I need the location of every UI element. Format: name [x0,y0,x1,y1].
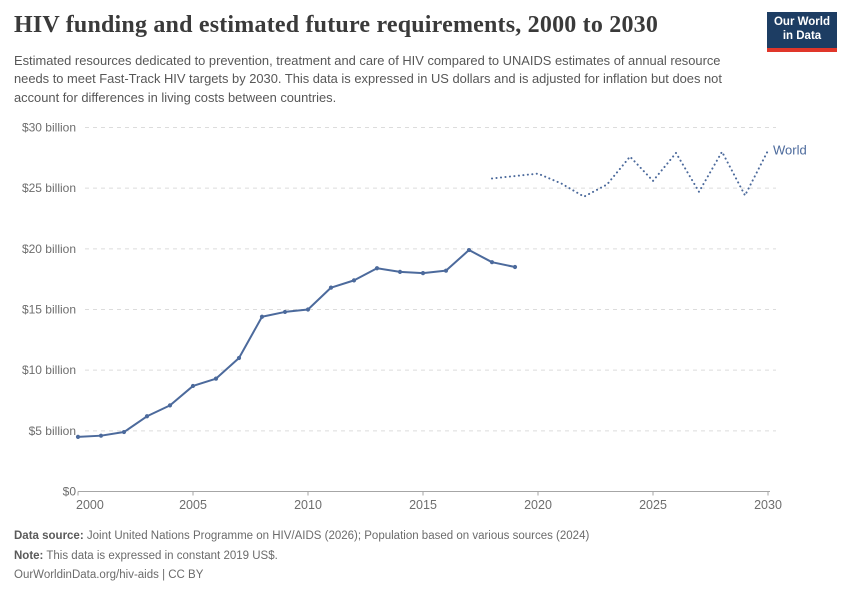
data-point-marker[interactable] [236,355,242,361]
data-point-marker[interactable] [374,266,380,271]
note-text: This data is expressed in constant 2019 … [43,549,278,562]
note-label: Note: [14,549,44,562]
x-axis-tick-label: 2020 [524,498,552,512]
y-axis-tick-label: $10 billion [22,363,76,377]
data-point-marker[interactable] [190,383,196,389]
page-title: HIV funding and estimated future require… [14,12,659,38]
requirements-line[interactable] [491,149,769,198]
y-axis-tick-label: $0 [63,485,77,499]
chart-canvas[interactable]: $0 $5 billion $10 billion $15 billion $20 bi… [0,115,850,525]
series-end-label-world[interactable]: World [773,143,807,158]
chart-subtitle: Estimated resources dedicated to prevent… [14,53,722,105]
y-axis-tick-label: $20 billion [22,242,76,256]
data-point-marker[interactable] [144,414,150,419]
owid-logo[interactable]: Our World in Data [767,12,837,52]
note-line: Note: This data is expressed in constant… [14,547,834,567]
data-point-marker[interactable] [305,307,311,312]
data-point-marker[interactable] [466,247,472,253]
data-point-marker[interactable] [167,403,173,408]
citation-link[interactable]: OurWorldinData.org/hiv-aids | CC BY [14,569,204,581]
data-source-text: Joint United Nations Programme on HIV/AI… [83,530,590,542]
data-source-line: Data source: Joint United Nations Progra… [14,527,834,547]
data-point-marker[interactable] [489,260,495,265]
data-point-marker[interactable] [98,433,104,438]
y-axis-tick-label: $30 billion [22,121,76,135]
data-point-marker[interactable] [259,314,265,319]
x-axis-tick-label: 2030 [754,498,782,512]
x-axis-tick-label: 2025 [639,498,667,512]
citation-line: OurWorldinData.org/hiv-aids | CC BY [14,566,834,586]
x-axis-tick-label: 2010 [294,498,322,512]
x-axis-tick-label: 2000 [76,498,104,512]
data-point-marker[interactable] [351,278,357,283]
data-point-marker[interactable] [75,434,81,439]
chart-area[interactable]: $0 $5 billion $10 billion $15 billion $20 bi… [0,115,850,525]
data-point-marker[interactable] [282,309,288,315]
data-point-marker[interactable] [420,271,426,276]
data-point-marker[interactable] [328,285,334,290]
owid-logo-line1: Our World [773,16,830,29]
data-point-marker[interactable] [213,376,219,381]
data-point-marker[interactable] [512,264,518,270]
owid-logo-line2: in Data [782,30,822,42]
data-point-marker[interactable] [121,429,127,435]
data-point-marker[interactable] [397,269,403,274]
y-axis-tick-label: $15 billion [22,303,76,317]
y-axis-tick-label: $25 billion [22,181,76,195]
funding-line[interactable] [77,249,516,438]
data-source-label: Data source: [14,530,84,542]
x-axis-tick-label: 2015 [409,498,437,512]
x-axis-tick-label: 2005 [179,498,207,512]
data-point-marker[interactable] [443,268,449,273]
y-axis-tick-label: $5 billion [29,424,76,438]
chart-footer: Data source: Joint United Nations Progra… [14,527,834,586]
